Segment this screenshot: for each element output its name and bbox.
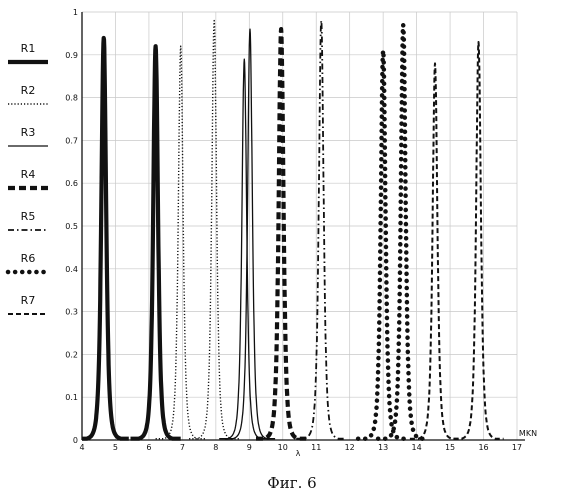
axes: 4 5 6 7 8 9 10 11 12 13 14 15 16 17 0 0.1 0.2 0.3 0.4 0.5 0.…	[65, 8, 525, 452]
x-axis-label: λ	[296, 449, 301, 458]
legend-label-r2: R2	[21, 84, 36, 97]
grid	[82, 12, 517, 440]
x-axis-unit: MKN	[519, 429, 537, 438]
y-tick-label: 0.3	[65, 308, 78, 317]
x-tick-label: 4	[79, 443, 84, 452]
x-tick-label: 14	[412, 443, 422, 452]
y-tick-label: 0.9	[65, 51, 78, 60]
y-tick-label: 0	[73, 436, 78, 445]
y-tick-label: 0.4	[65, 265, 78, 274]
series-r1-peak	[131, 46, 181, 439]
x-tick-label: 5	[113, 443, 118, 452]
series-r5-peak	[296, 21, 346, 439]
legend-label-r7: R7	[21, 294, 36, 307]
series-group	[82, 21, 504, 439]
x-tick-label: 7	[180, 443, 185, 452]
y-tick-label: 0.8	[65, 94, 78, 103]
y-tick-label: 1	[73, 8, 78, 17]
legend: R1 R2 R3 R4 R5 R6 R7	[8, 42, 48, 314]
x-tick-label: 8	[213, 443, 218, 452]
legend-label-r5: R5	[21, 210, 36, 223]
x-tick-label: 13	[378, 443, 388, 452]
x-tick-label: 15	[445, 443, 455, 452]
series-r4-peak	[256, 29, 306, 439]
series-r7-peak	[410, 63, 460, 438]
legend-label-r4: R4	[21, 168, 36, 181]
series-r2-peak	[156, 46, 206, 439]
series-r1-peak	[82, 38, 129, 439]
y-tick-label: 0.7	[65, 136, 78, 145]
legend-label-r3: R3	[21, 126, 36, 139]
x-tick-label: 6	[146, 443, 151, 452]
series-r2-peak	[189, 21, 239, 439]
y-tick-label: 0.1	[65, 393, 78, 402]
figure-caption: Фиг. 6	[267, 474, 316, 492]
x-tick-label: 16	[478, 443, 488, 452]
y-tick-label: 0.5	[65, 222, 78, 231]
x-tick-label: 17	[512, 443, 522, 452]
y-tick-label: 0.2	[65, 350, 78, 359]
x-tick-label: 12	[345, 443, 355, 452]
x-tick-label: 11	[311, 443, 321, 452]
legend-label-r6: R6	[21, 252, 36, 265]
x-tick-label: 10	[278, 443, 288, 452]
series-r7-peak	[453, 42, 503, 439]
legend-label-r1: R1	[21, 42, 36, 55]
x-tick-label: 9	[247, 443, 252, 452]
y-tick-label: 0.6	[65, 179, 78, 188]
